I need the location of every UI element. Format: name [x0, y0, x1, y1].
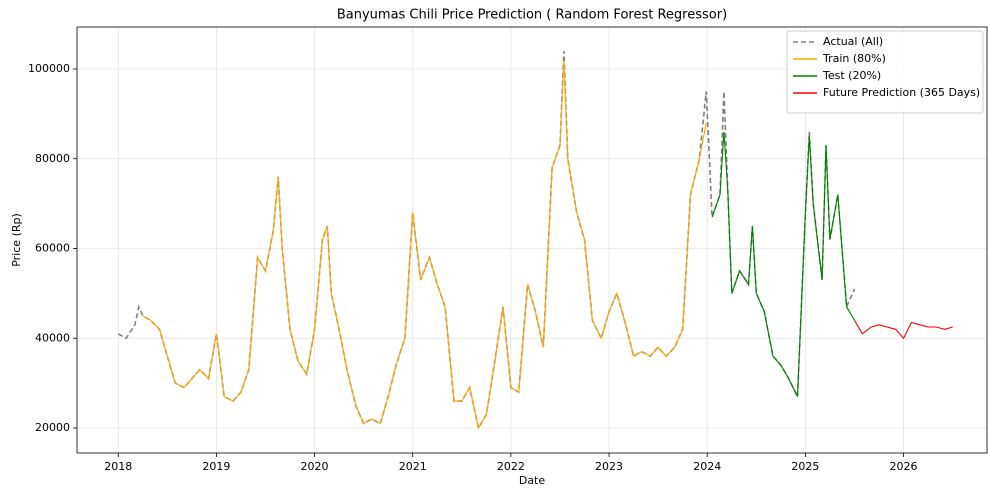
series-line [854, 320, 953, 340]
legend-label: Future Prediction (365 Days) [823, 86, 980, 99]
chart-title: Banyumas Chili Price Prediction ( Random… [337, 8, 727, 23]
legend: Actual (All) Train (80%) Test (20%) Future … [786, 30, 984, 114]
x-tick-label: 2022 [497, 460, 525, 473]
series-line [711, 131, 855, 397]
legend-label: Actual (All) [823, 35, 883, 48]
legend-box [786, 30, 984, 114]
x-axis-label: Date [519, 474, 546, 487]
series-line [117, 51, 856, 431]
y-tick-label: 80000 [35, 152, 70, 165]
series-line [142, 59, 707, 430]
y-tick-label: 100000 [28, 62, 70, 75]
y-tick-label: 20000 [35, 421, 70, 434]
x-tick-label: 2025 [791, 460, 819, 473]
y-tick-label: 40000 [35, 331, 70, 344]
y-tick-label: 60000 [35, 242, 70, 255]
x-tick-label: 2023 [595, 460, 623, 473]
x-tick-label: 2019 [202, 460, 230, 473]
x-tick-label: 2021 [399, 460, 427, 473]
x-tick-label: 2024 [693, 460, 721, 473]
legend-label: Train (80%) [822, 52, 886, 65]
x-tick-label: 2018 [104, 460, 132, 473]
x-tick-label: 2020 [301, 460, 329, 473]
y-axis-label: Price (Rp) [10, 213, 23, 267]
plot-frame [76, 26, 988, 454]
x-tick-label: 2026 [890, 460, 918, 473]
legend-label: Test (20%) [822, 69, 881, 82]
